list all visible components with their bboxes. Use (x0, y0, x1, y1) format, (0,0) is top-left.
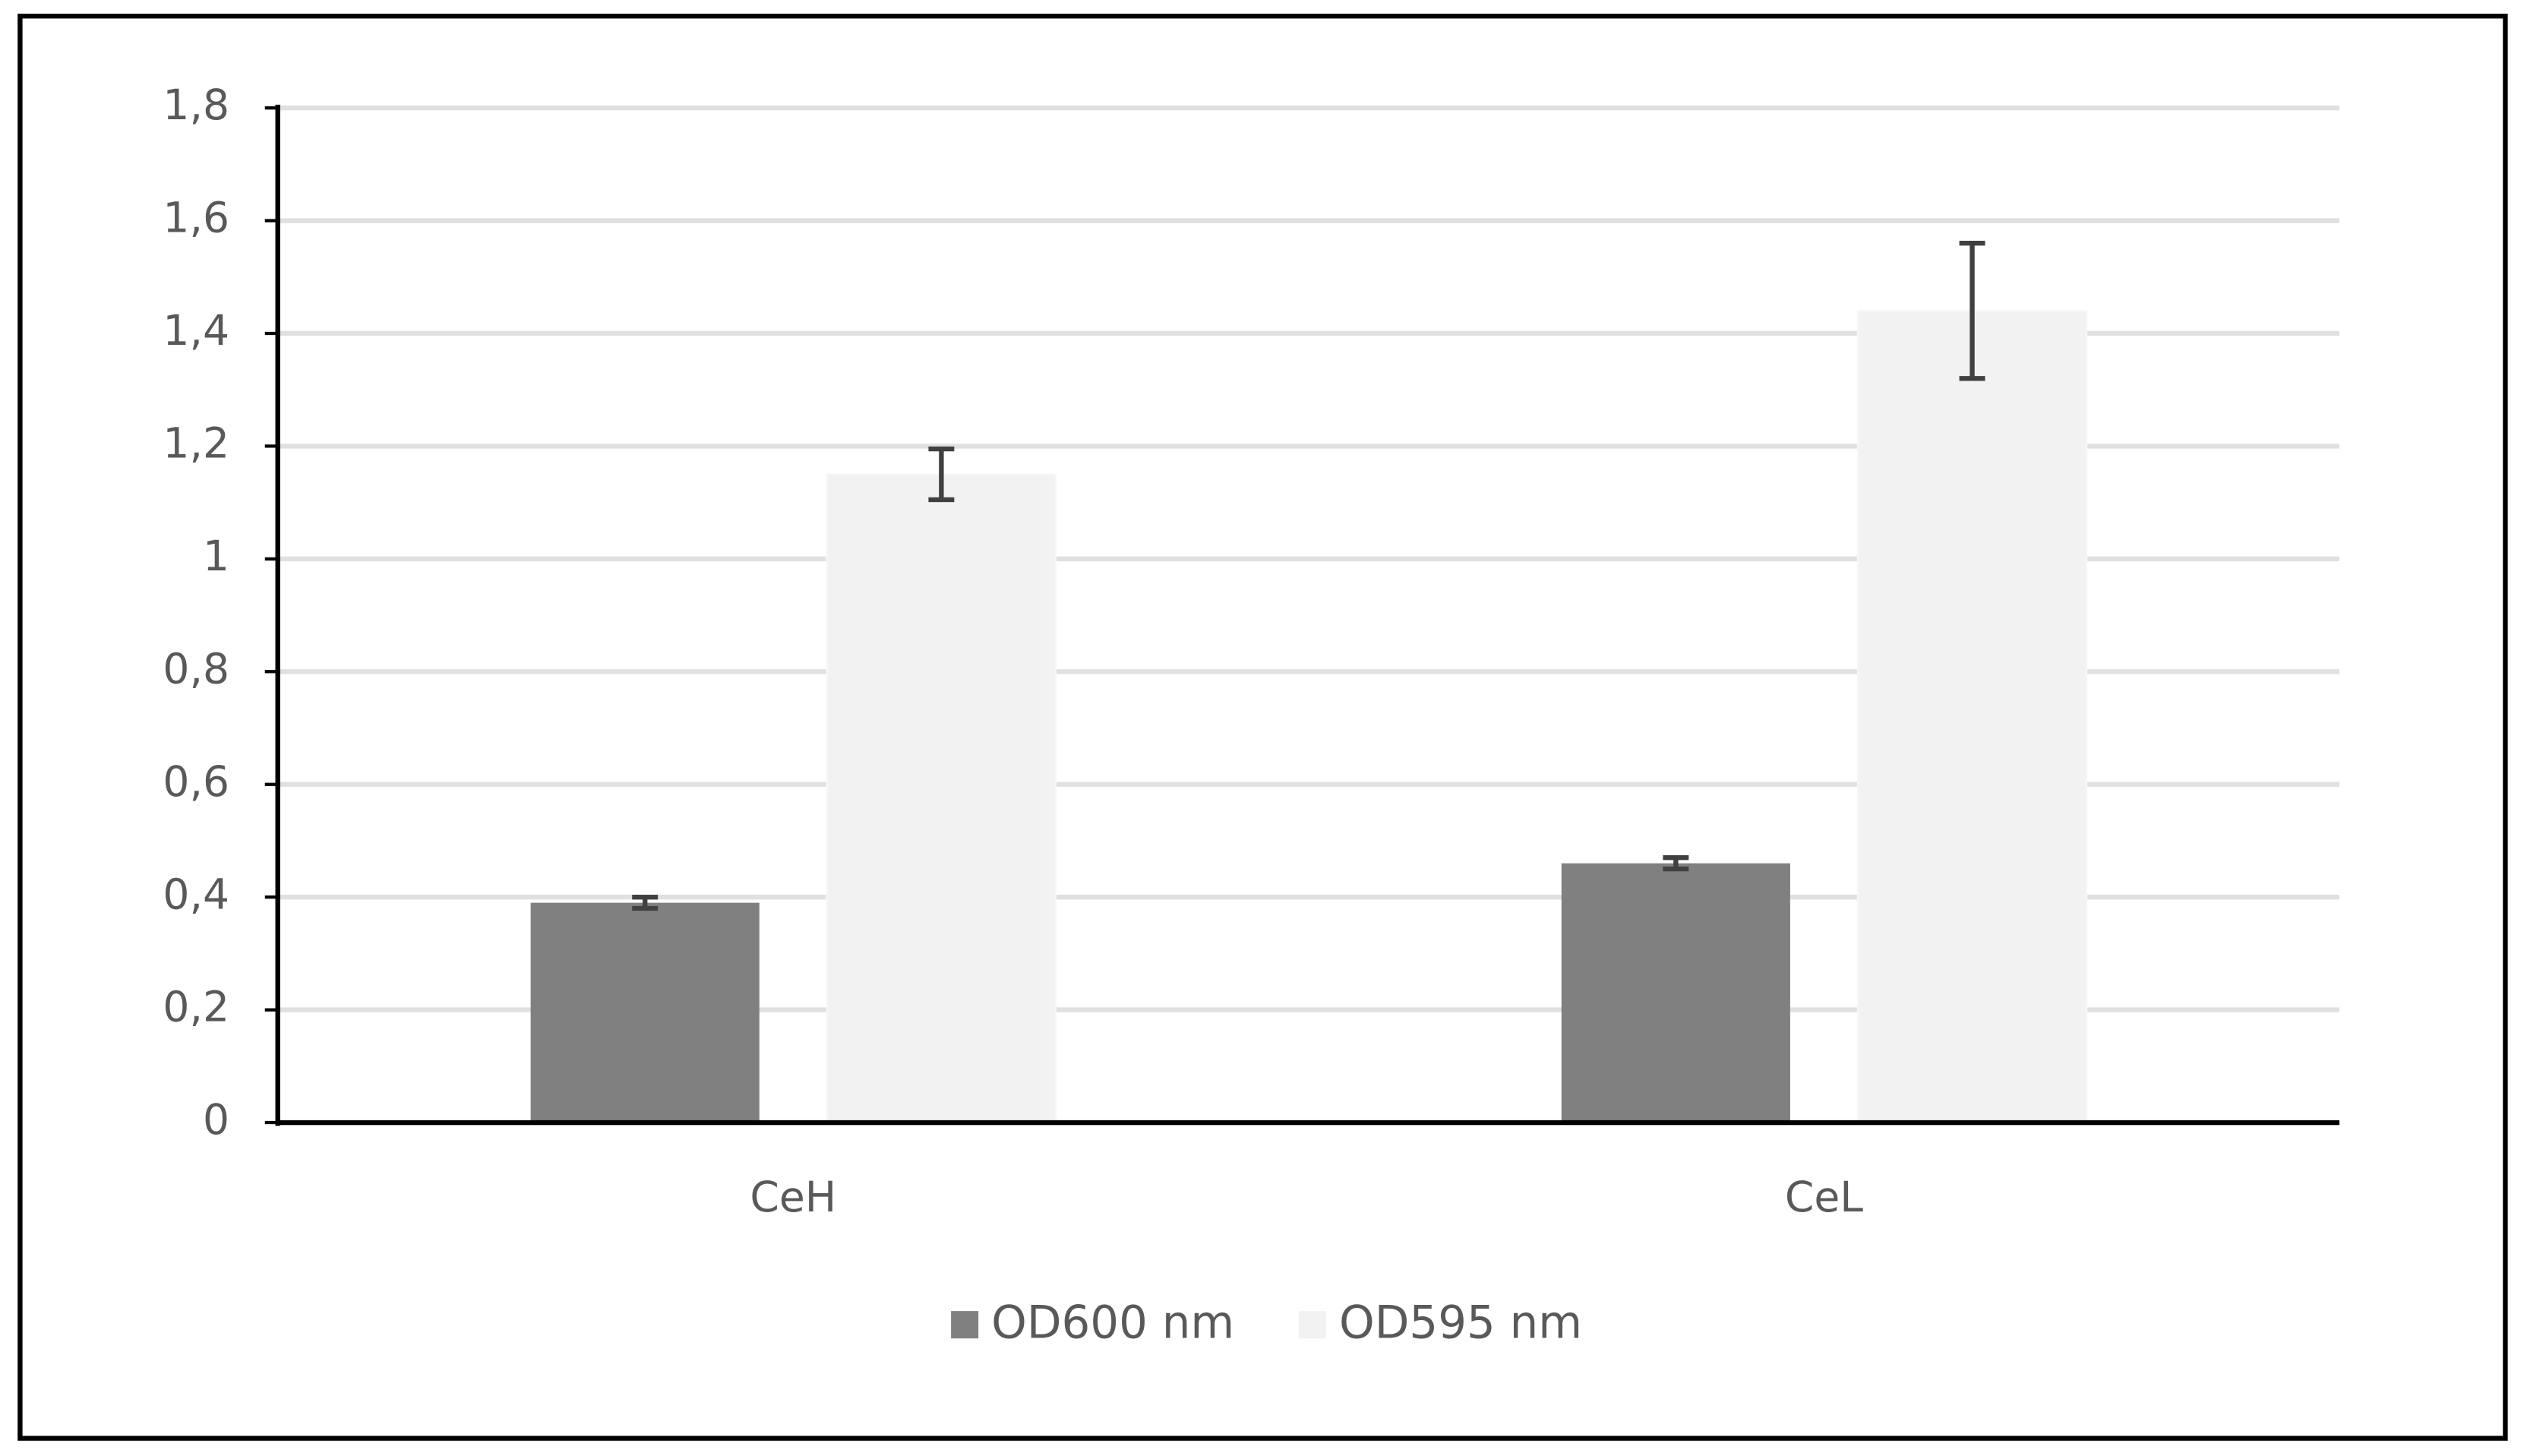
legend-label: OD600 nm (991, 1297, 1234, 1349)
y-tick-label: 1,6 (163, 194, 229, 243)
labels: 0 0,2 0,4 0,6 0,8 1 1,2 1,4 1,6 1,8 CeH CeL OD600 nm… (163, 81, 1863, 1349)
bar (530, 902, 760, 1123)
error-bar (632, 894, 659, 911)
y-tick-label: 1,2 (163, 420, 229, 469)
error-bar (1959, 241, 1985, 381)
error-bar (928, 446, 955, 503)
bar (1561, 863, 1790, 1123)
y-tick-label: 0 (203, 1096, 229, 1145)
y-tick-label: 0,6 (163, 758, 229, 807)
bars (530, 241, 2088, 1124)
x-tick-label: CeH (750, 1173, 836, 1222)
y-tick-label: 1,4 (163, 307, 229, 355)
legend-swatch (951, 1311, 979, 1339)
legend-swatch (1298, 1311, 1327, 1339)
y-tick-label: 0,2 (163, 984, 229, 1032)
legend-label: OD595 nm (1339, 1297, 1582, 1349)
y-tick-label: 1,8 (163, 81, 229, 130)
axes (264, 104, 2340, 1126)
error-bar (1663, 855, 1689, 872)
chart-frame (17, 14, 2508, 1441)
y-tick-label: 0,4 (163, 870, 229, 919)
bar (826, 473, 1057, 1124)
x-tick-label: CeL (1785, 1173, 1863, 1222)
y-tick-label: 0,8 (163, 645, 229, 693)
y-tick-label: 1 (203, 532, 229, 581)
bar (1856, 310, 2088, 1124)
